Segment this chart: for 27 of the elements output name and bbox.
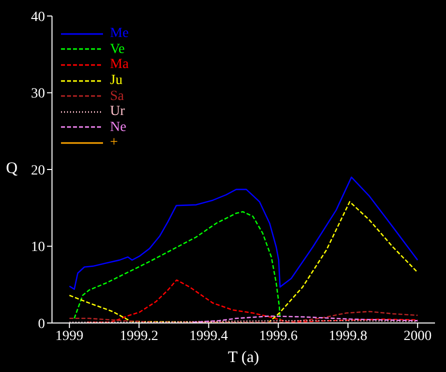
x-tick-label: 1999.6: [259, 328, 298, 344]
legend-label: Ju: [110, 73, 122, 88]
line-series: [86, 279, 418, 323]
line-series: [68, 176, 418, 290]
legend-label: Ur: [110, 104, 125, 120]
x-axis-title: T (a): [228, 349, 260, 366]
line-series: [68, 201, 418, 323]
x-tick-label: 1999: [55, 328, 84, 344]
legend-label: +: [110, 135, 118, 150]
y-tick-label: 20: [31, 163, 45, 178]
legend-label: Sa: [110, 88, 124, 104]
x-tick-label: 1999.2: [120, 328, 158, 344]
x-tick-label: 1999.8: [328, 328, 368, 344]
legend-label: Ve: [110, 42, 125, 57]
y-tick-label: 30: [31, 86, 45, 102]
x-tick-label: 1999.4: [189, 328, 228, 344]
y-axis-title: Q: [6, 160, 18, 178]
line-series: [74, 211, 281, 321]
x-tick-label: 2000: [404, 328, 432, 344]
line-series: [192, 315, 418, 323]
line-series: [68, 310, 418, 323]
y-tick-label: 40: [31, 10, 45, 25]
y-tick-label: 0: [38, 316, 45, 332]
legend-label: Me: [110, 26, 129, 42]
legend-label: Ma: [110, 57, 129, 72]
legend-label: Ne: [110, 120, 126, 135]
y-tick-label: 10: [31, 240, 45, 256]
